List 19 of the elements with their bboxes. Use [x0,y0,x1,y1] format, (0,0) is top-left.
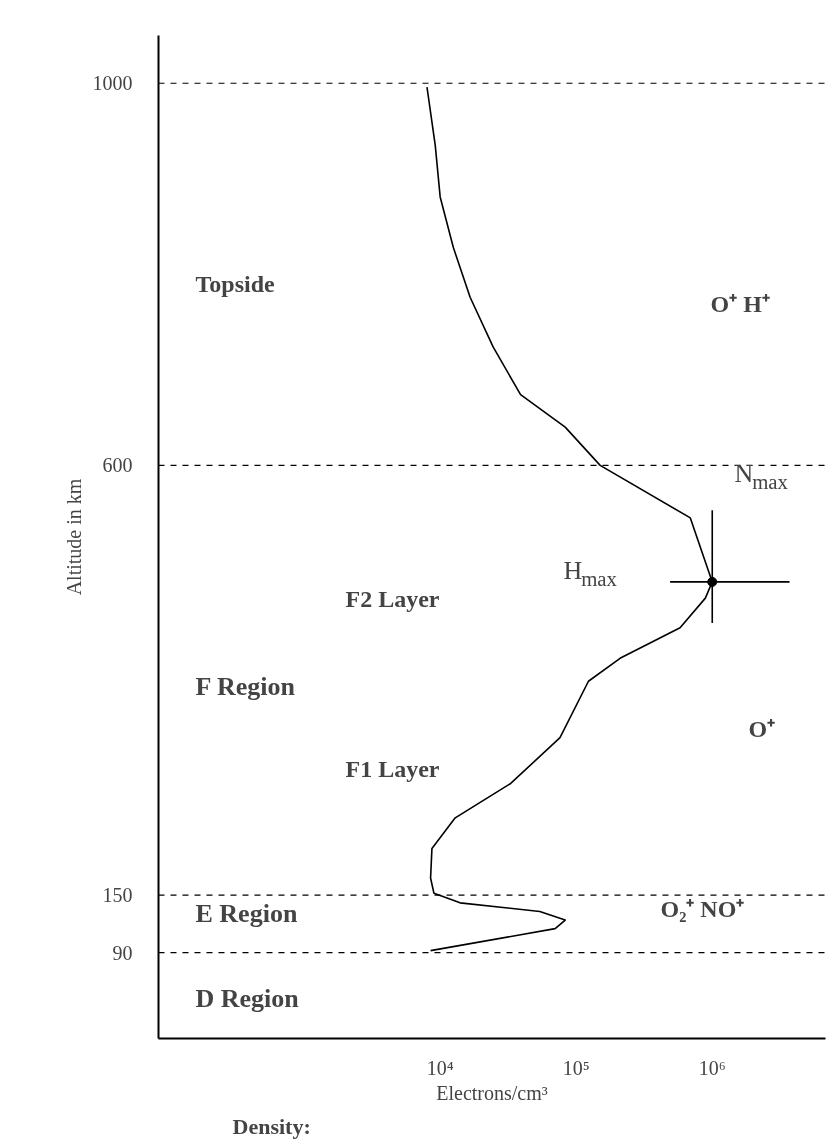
y-tick-label: 90 [112,941,133,964]
text: Density: [232,1113,311,1139]
x-tick-label: 10⁵ [562,1056,590,1079]
y-tick-label: 600 [102,454,133,477]
annotation: D Region [195,984,300,1013]
y-tick-label: 1000 [92,72,133,95]
annotation: O₂⁺ NO⁺ [660,895,745,922]
x-tick-label: 10⁴ [426,1056,454,1079]
x-axis-title: Electrons/cm³ [436,1081,548,1104]
annotation: O⁺ H⁺ [710,290,770,317]
annotation: F1 Layer [345,755,440,782]
annotation: E Region [195,899,298,928]
annotation: F2 Layer [345,585,440,612]
y-tick-label: 150 [102,884,133,907]
x-tick-label: 10⁶ [698,1056,726,1079]
annotation: Topside [195,270,276,297]
annotation: F Region [195,672,296,701]
y-axis-title: Altitude in km [62,478,85,596]
annotation: O⁺ [748,715,776,742]
